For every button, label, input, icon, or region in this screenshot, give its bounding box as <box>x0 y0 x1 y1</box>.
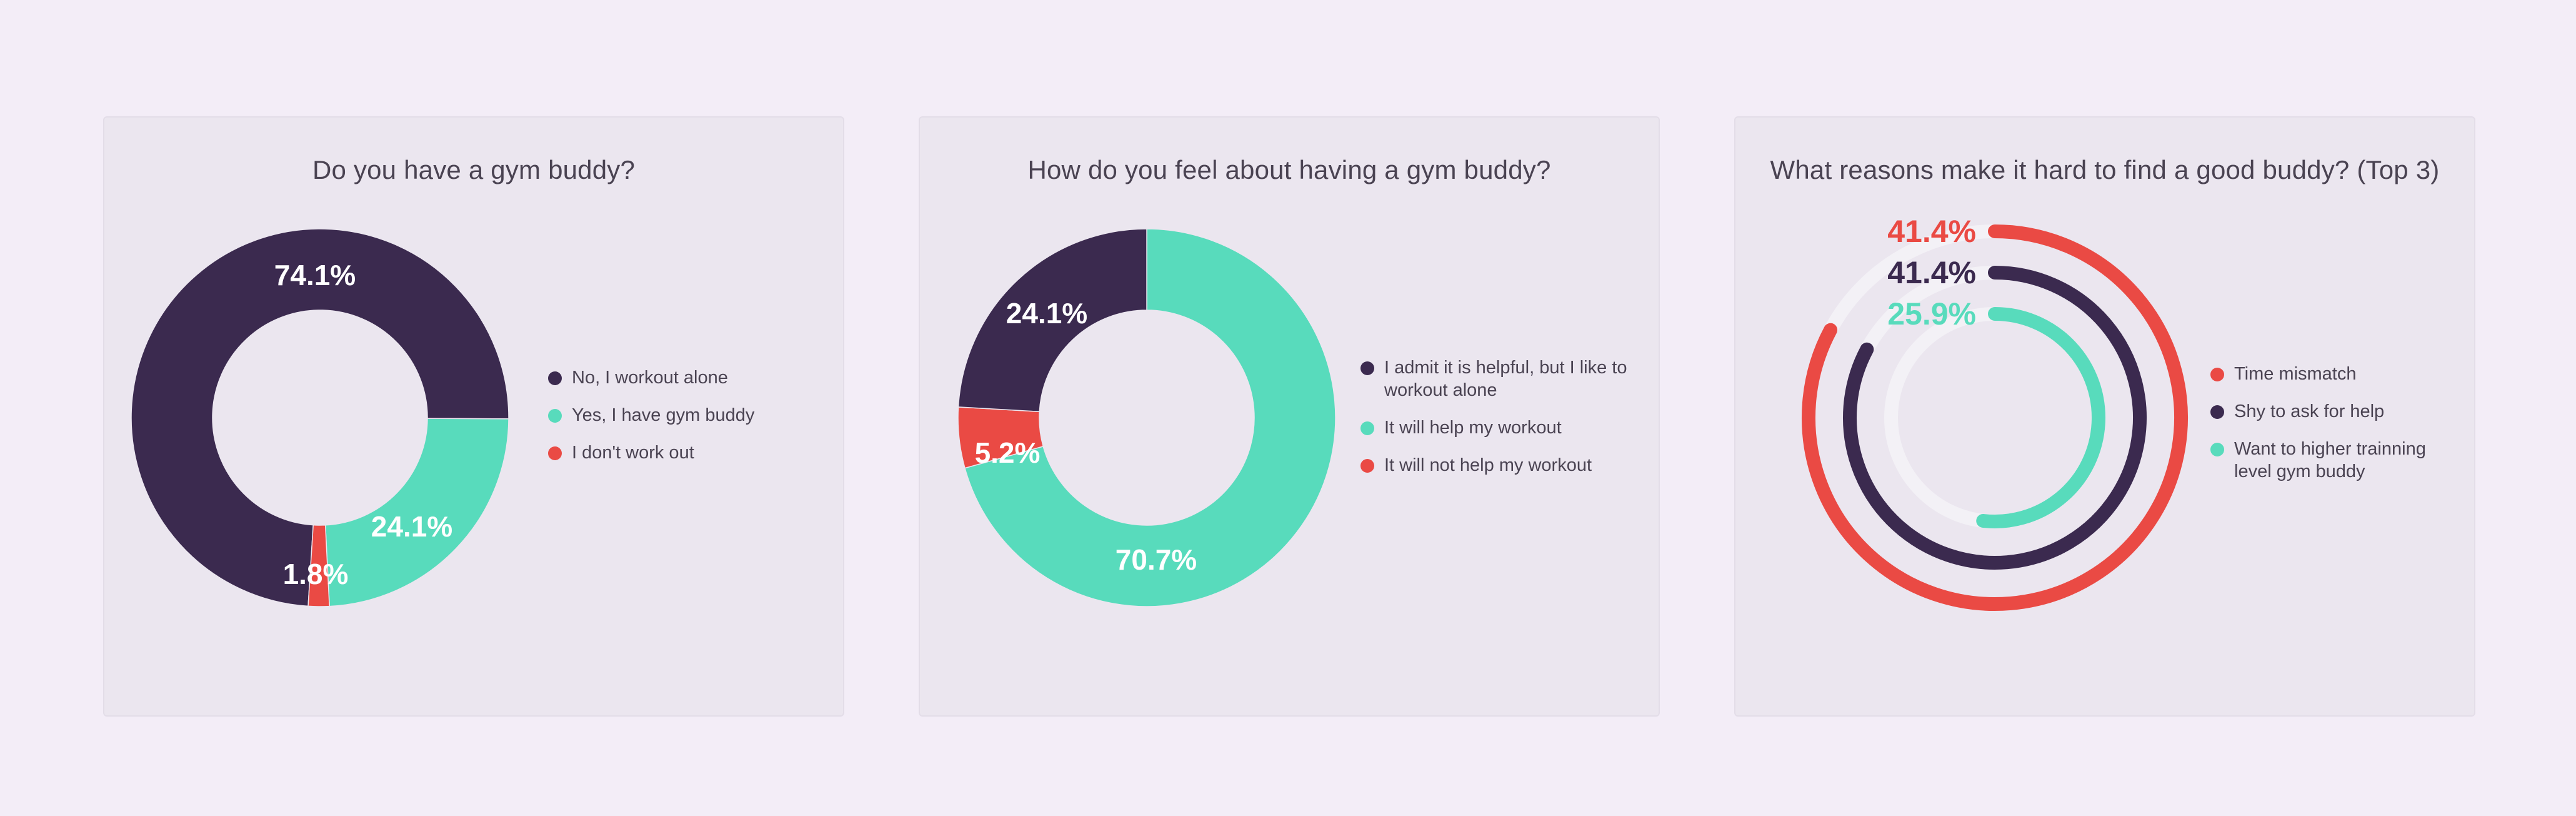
pie-slice-no-i-workout-alone <box>131 228 509 607</box>
legend-label: No, I workout alone <box>572 368 728 388</box>
pie-slice-i-admit-it-is-helpful-but-i-like-to-workout-alone <box>957 228 1147 413</box>
pie-slice-yes-i-have-gym-buddy <box>324 418 509 607</box>
radial-value-label: 25.9% <box>1887 296 1976 331</box>
chart-legend: No, I workout alone Yes, I have gym buddy… <box>548 366 811 479</box>
legend-item-yes-i-have-gym-buddy: Yes, I have gym buddy <box>548 404 811 426</box>
legend-swatch <box>2210 368 2224 381</box>
legend-swatch <box>548 446 562 460</box>
chart-title: What reasons make it hard to find a good… <box>1770 155 2440 184</box>
chart-panel-reasons: What reasons make it hard to find a good… <box>1734 116 2475 717</box>
chart-title: How do you feel about having a gym buddy… <box>1027 155 1551 184</box>
legend-item-shy-to-ask-for-help: Shy to ask for help <box>2210 400 2460 423</box>
radial-value-label: 41.4% <box>1887 214 1976 249</box>
legend-swatch <box>1360 459 1374 473</box>
slice-value-label: 24.1% <box>371 510 452 543</box>
slice-value-label: 5.2% <box>975 436 1041 469</box>
legend-item-time-mismatch: Time mismatch <box>2210 363 2460 385</box>
legend-swatch <box>2210 443 2224 456</box>
slice-value-label: 70.7% <box>1116 543 1197 576</box>
slice-value-label: 1.8% <box>283 558 349 590</box>
legend-label: I admit it is helpful, but I like to wor… <box>1384 358 1627 400</box>
legend-swatch <box>1360 361 1374 375</box>
legend-label: Time mismatch <box>2234 364 2357 384</box>
legend-item-i-admit-it-is-helpful-but-i-like-to-workout-alone: I admit it is helpful, but I like to wor… <box>1360 356 1635 401</box>
radial-bar-time-mismatch <box>1802 224 2188 611</box>
legend-item-it-will-help-my-workout: It will help my workout <box>1360 416 1635 439</box>
legend-item-want-to-higher-trainning-level-gym-buddy: Want to higher trainning level gym buddy <box>2210 438 2460 483</box>
slice-value-label: 24.1% <box>1006 297 1087 330</box>
legend-item-no-i-workout-alone: No, I workout alone <box>548 366 811 389</box>
legend-swatch <box>548 371 562 385</box>
legend-item-it-will-not-help-my-workout: It will not help my workout <box>1360 454 1635 476</box>
pie-slice-it-will-help-my-workout <box>964 228 1336 607</box>
radial-bar-shy-to-ask-for-help <box>1843 266 2147 570</box>
donut-chart: 74.1% 24.1% 1.8% <box>131 228 509 607</box>
legend-label: It will help my workout <box>1384 418 1562 438</box>
legend-label: Shy to ask for help <box>2234 401 2385 421</box>
radial-bar-chart: 41.4% 41.4% 25.9% <box>1802 214 2188 611</box>
legend-item-i-don-t-work-out: I don't work out <box>548 441 811 464</box>
radial-bar-want-to-higher-trainning-level-gym-buddy <box>1976 307 2105 528</box>
pie-slice-i-don-t-work-out <box>307 524 330 607</box>
legend-swatch <box>2210 405 2224 419</box>
chart-panel-gym-buddy: Do you have a gym buddy? 74.1% 24.1% 1.8% … <box>103 116 844 717</box>
slice-value-label: 74.1% <box>274 259 356 291</box>
chart-title: Do you have a gym buddy? <box>312 155 636 184</box>
donut-chart: 24.1% 70.7% 5.2% <box>957 228 1336 607</box>
chart-legend: I admit it is helpful, but I like to wor… <box>1360 356 1635 491</box>
legend-label: It will not help my workout <box>1384 455 1592 475</box>
legend-label: Want to higher trainning level gym buddy <box>2234 439 2426 481</box>
legend-swatch <box>548 409 562 423</box>
chart-panel-feel-about-buddy: How do you feel about having a gym buddy… <box>919 116 1660 717</box>
legend-label: Yes, I have gym buddy <box>572 405 755 425</box>
radial-value-label: 41.4% <box>1887 255 1976 290</box>
chart-legend: Time mismatch Shy to ask for help Want to … <box>2210 363 2460 498</box>
legend-label: I don't work out <box>572 443 694 463</box>
legend-swatch <box>1360 421 1374 435</box>
